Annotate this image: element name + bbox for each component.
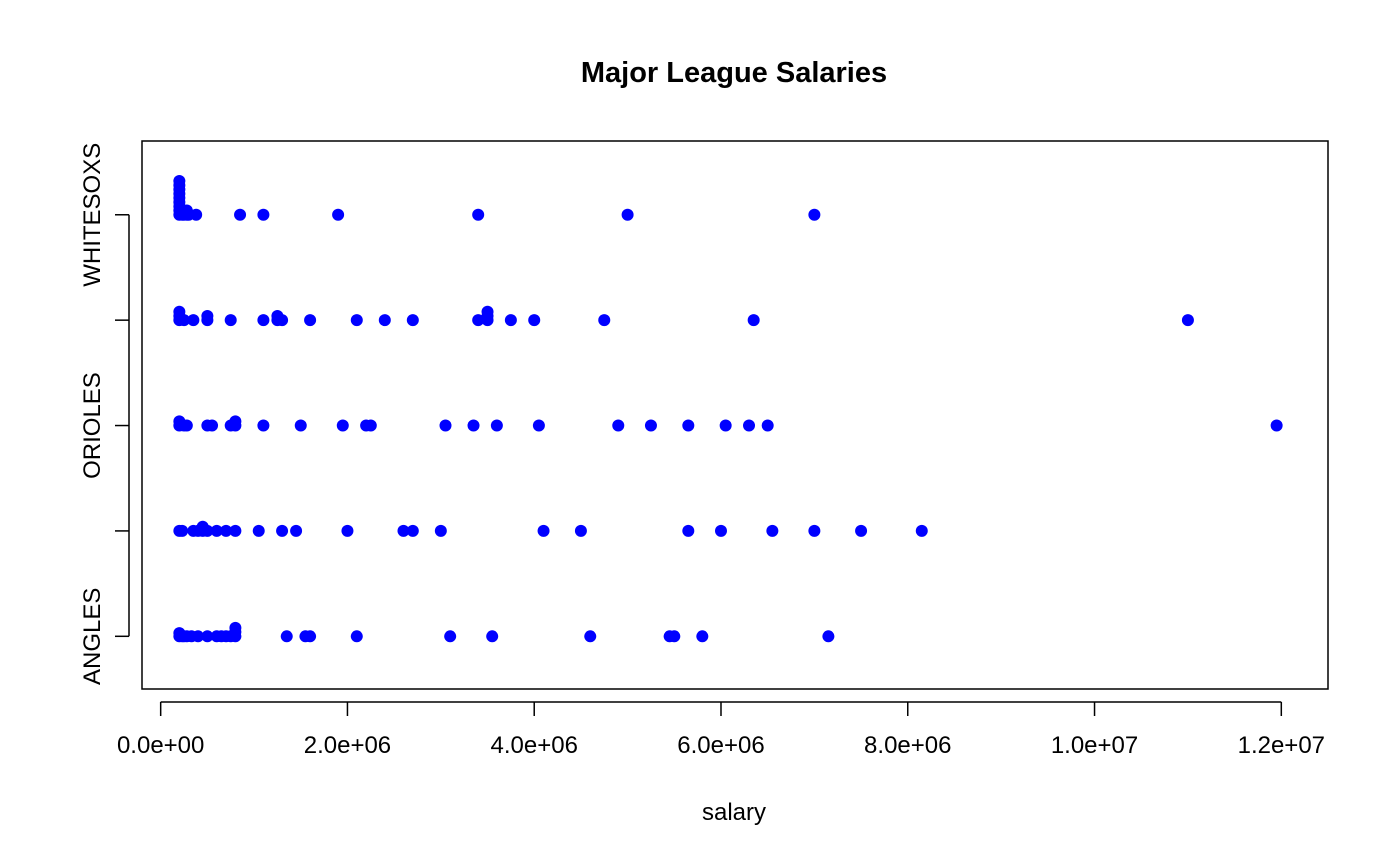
data-point <box>406 524 419 537</box>
data-point <box>743 419 756 432</box>
chart-title: Major League Salaries <box>581 57 887 89</box>
data-point <box>187 314 200 327</box>
data-point <box>822 630 835 643</box>
data-point <box>173 175 186 188</box>
data-point <box>190 208 203 221</box>
data-point <box>332 208 345 221</box>
data-point <box>406 314 419 327</box>
data-point <box>761 419 774 432</box>
data-point <box>472 314 485 327</box>
data-point <box>481 305 494 318</box>
data-point <box>220 524 233 537</box>
data-point <box>855 524 868 537</box>
data-point <box>766 524 779 537</box>
y-tick-label: WHITESOXS <box>79 143 106 287</box>
data-point <box>747 314 760 327</box>
data-point <box>176 524 189 537</box>
x-tick-label: 8.0e+06 <box>864 732 951 759</box>
data-point <box>341 524 354 537</box>
data-point <box>229 415 242 428</box>
data-point <box>584 630 597 643</box>
data-point <box>696 630 709 643</box>
data-point <box>210 524 223 537</box>
data-point <box>915 524 928 537</box>
data-point <box>252 524 265 537</box>
data-point <box>304 630 317 643</box>
x-tick-label: 4.0e+06 <box>491 732 578 759</box>
data-point <box>1270 419 1283 432</box>
data-point <box>714 524 727 537</box>
data-point <box>290 524 303 537</box>
data-point <box>201 309 214 322</box>
data-point <box>574 524 587 537</box>
data-point <box>808 524 821 537</box>
y-tick-label: ANGLES <box>79 588 106 685</box>
data-point <box>280 630 293 643</box>
data-point <box>467 419 480 432</box>
data-point <box>192 630 205 643</box>
data-point <box>612 419 625 432</box>
data-point <box>532 419 545 432</box>
data-point <box>276 524 289 537</box>
data-point <box>682 524 695 537</box>
data-point <box>201 630 214 643</box>
data-point <box>180 419 193 432</box>
data-point <box>528 314 541 327</box>
data-point <box>201 524 214 537</box>
x-tick-label: 6.0e+06 <box>677 732 764 759</box>
data-point <box>304 314 317 327</box>
data-point <box>808 208 821 221</box>
plot-frame <box>141 140 1329 690</box>
data-point <box>206 419 219 432</box>
x-tick-label: 1.2e+07 <box>1238 732 1325 759</box>
data-point <box>378 314 391 327</box>
data-point <box>504 314 517 327</box>
x-axis-label: salary <box>702 799 766 826</box>
data-point <box>350 630 363 643</box>
data-point <box>276 314 289 327</box>
data-point <box>472 208 485 221</box>
data-point <box>1181 314 1194 327</box>
data-point <box>444 630 457 643</box>
data-point <box>434 524 447 537</box>
x-tick-label: 1.0e+07 <box>1051 732 1138 759</box>
data-point <box>439 419 452 432</box>
y-axis: ANGLES ORIOLES WHITESOXS <box>79 143 130 685</box>
data-point <box>224 314 237 327</box>
data-point <box>364 419 377 432</box>
data-point <box>178 314 191 327</box>
data-point <box>257 208 270 221</box>
x-tick-label: 2.0e+06 <box>304 732 391 759</box>
x-tick-label: 0.0e+00 <box>117 732 204 759</box>
data-point <box>229 621 242 634</box>
data-point <box>486 630 499 643</box>
data-point <box>350 314 363 327</box>
data-point <box>490 419 503 432</box>
data-point <box>598 314 611 327</box>
data-point <box>234 208 247 221</box>
data-point <box>644 419 657 432</box>
data-point <box>336 419 349 432</box>
data-point <box>294 419 307 432</box>
data-point <box>537 524 550 537</box>
x-axis: 0.0e+00 2.0e+06 4.0e+06 6.0e+06 8.0e+06 1.0e+… <box>117 701 1325 759</box>
data-points <box>173 175 1283 643</box>
data-point <box>257 419 270 432</box>
data-point <box>229 524 242 537</box>
data-point <box>257 314 270 327</box>
data-point <box>397 524 410 537</box>
data-point <box>668 630 681 643</box>
data-point <box>719 419 732 432</box>
data-point <box>682 419 695 432</box>
data-point <box>621 208 634 221</box>
y-tick-label: ORIOLES <box>79 372 106 479</box>
